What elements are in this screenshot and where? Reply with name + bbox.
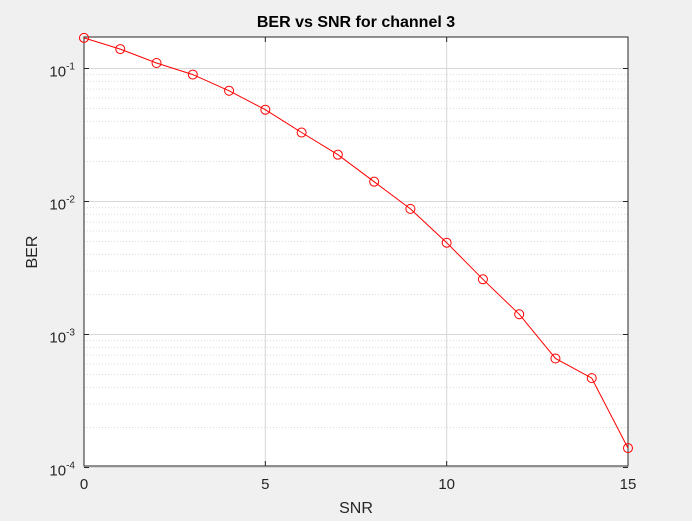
- x-axis-label: SNR: [339, 500, 373, 517]
- axes-box: [83, 36, 629, 467]
- data-point-marker: [369, 176, 380, 187]
- data-point-marker: [550, 353, 561, 364]
- data-point-marker: [405, 203, 416, 214]
- plot-area: [84, 37, 628, 466]
- data-point-marker: [260, 104, 271, 115]
- y-tick-exponent: -3: [66, 328, 75, 339]
- tick-marks: [83, 37, 629, 468]
- y-tick-base: 10: [49, 64, 66, 81]
- data-point-marker: [224, 85, 235, 96]
- x-tick-label: 15: [620, 476, 637, 493]
- data-point-marker: [623, 443, 633, 454]
- y-axis-label: BER: [24, 236, 41, 269]
- y-tick-exponent: -2: [66, 195, 75, 206]
- data-point-marker: [296, 127, 307, 138]
- y-tick-label: 10-4: [49, 461, 75, 480]
- y-tick-labels: 10-110-210-310-4: [49, 62, 75, 480]
- y-tick-base: 10: [49, 197, 66, 214]
- series-layer: [79, 32, 633, 454]
- y-tick-base: 10: [49, 330, 66, 347]
- y-tick-label: 10-2: [49, 195, 75, 214]
- data-point-marker: [151, 57, 162, 68]
- data-point-marker: [79, 32, 89, 43]
- y-tick-exponent: -4: [66, 461, 75, 472]
- y-tick-exponent: -1: [66, 62, 75, 73]
- data-point-marker: [514, 309, 525, 320]
- minor-grid: [84, 74, 628, 428]
- x-tick-label: 0: [80, 476, 88, 493]
- data-point-marker: [332, 149, 343, 160]
- y-tick-label: 10-1: [49, 62, 75, 81]
- data-point-marker: [115, 44, 126, 55]
- x-tick-label: 5: [261, 476, 269, 493]
- data-point-marker: [441, 237, 452, 248]
- y-tick-base: 10: [49, 463, 66, 480]
- data-point-marker: [187, 69, 198, 80]
- data-point-marker: [586, 373, 597, 384]
- data-point-marker: [477, 274, 488, 285]
- window-bottom-edge: [0, 521, 692, 524]
- series-line: [83, 37, 629, 449]
- chart-title: BER vs SNR for channel 3: [257, 14, 455, 31]
- x-tick-label: 10: [438, 476, 455, 493]
- y-tick-label: 10-3: [49, 328, 75, 347]
- x-tick-labels: 0 5 10 15: [80, 476, 637, 493]
